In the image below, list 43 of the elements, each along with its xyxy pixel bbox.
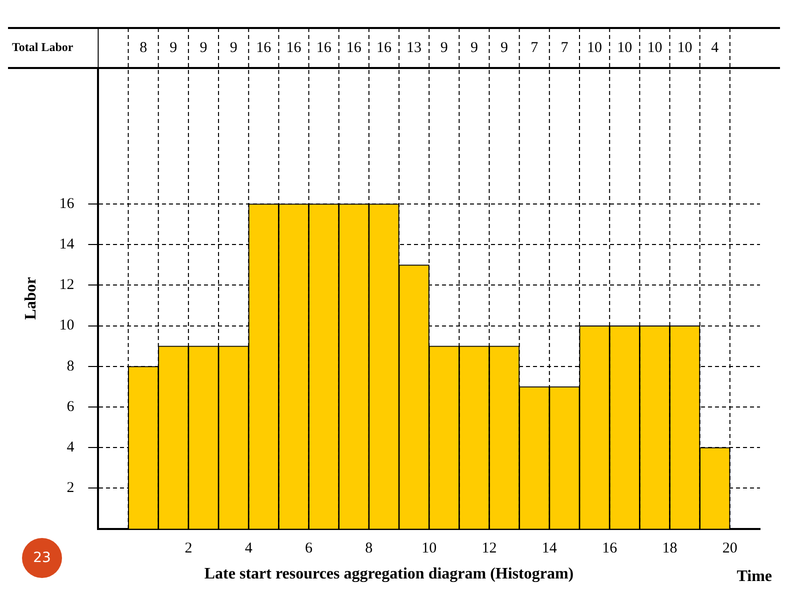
page-number-badge: 23 <box>22 538 62 578</box>
x-tick-label: 16 <box>602 540 618 557</box>
x-tick-label: 4 <box>244 540 253 557</box>
data-label: 9 <box>200 40 208 56</box>
x-tick-label: 18 <box>662 540 678 557</box>
data-label: 16 <box>376 40 392 56</box>
x-tick-label: 2 <box>184 540 192 557</box>
data-label: 7 <box>530 40 539 56</box>
text: Late start resources aggregation diagram (Histogram) <box>204 566 574 583</box>
x-tick-label: 10 <box>422 540 437 557</box>
x-tick-label: 14 <box>542 540 558 557</box>
data-label: 9 <box>440 40 448 56</box>
data-label: 16 <box>286 40 302 56</box>
data-label: 8 <box>140 40 148 56</box>
data-label: 16 <box>346 40 362 56</box>
y-tick-label: 10 <box>59 318 74 334</box>
data-label: 7 <box>560 40 569 56</box>
data-label: 10 <box>617 40 632 56</box>
data-label: 16 <box>316 40 332 56</box>
data-label: 16 <box>256 40 272 56</box>
data-label: 9 <box>500 40 508 56</box>
y-tick-label: 8 <box>66 358 74 374</box>
x-tick-label: 20 <box>722 540 738 557</box>
data-label: 10 <box>677 40 692 56</box>
data-label: 9 <box>170 40 178 56</box>
data-label: 4 <box>711 40 720 56</box>
data-label: 9 <box>470 40 478 56</box>
y-tick-label: 6 <box>66 398 75 415</box>
data-label: 13 <box>406 40 422 56</box>
x-tick-label: 8 <box>365 540 373 557</box>
x-tick-label: 6 <box>305 540 314 557</box>
y-axis-title: Labor <box>22 277 40 320</box>
data-label: 10 <box>647 40 662 56</box>
y-tick-label: 14 <box>59 236 75 253</box>
y-tick-label: 4 <box>66 440 75 456</box>
text: Total Labor <box>12 40 74 54</box>
y-tick-label: 12 <box>59 277 74 294</box>
y-tick-label: 2 <box>66 480 74 496</box>
x-axis-title: Time <box>736 568 772 585</box>
y-tick-label: 16 <box>59 196 75 212</box>
data-label: 9 <box>230 40 238 56</box>
x-tick-label: 12 <box>482 540 497 557</box>
data-label: 10 <box>587 40 602 56</box>
